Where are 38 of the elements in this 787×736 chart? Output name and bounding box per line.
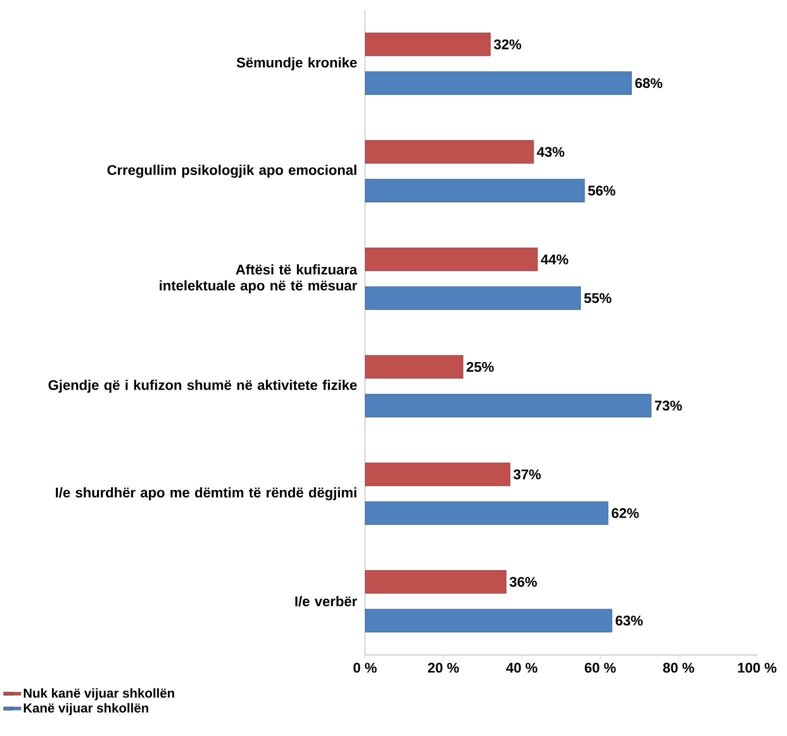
y-tick-label: I/e verbër (295, 596, 358, 606)
x-tick-label: 20 % (428, 662, 459, 673)
bar (365, 394, 652, 418)
bar (365, 140, 534, 164)
bar (365, 286, 581, 310)
data-label: 43% (536, 146, 564, 157)
y-tick-label: Gjendje që i kufizon shumë në aktivitete fizike (48, 380, 357, 393)
data-label: 63% (616, 616, 643, 626)
data-label: 25% (466, 362, 494, 372)
data-label: 56% (588, 186, 616, 196)
data-label: 55% (584, 293, 612, 304)
bar (365, 32, 491, 56)
bar (365, 178, 585, 202)
x-tick-label: 60 % (584, 662, 616, 673)
data-label: 32% (494, 39, 522, 50)
x-tick-label: 100 % (738, 662, 776, 673)
bar (365, 570, 506, 594)
y-tick-label: I/e shurdhër apo me dëmtim të rëndë dëgjimi (56, 487, 356, 500)
x-tick-label: 40 % (506, 662, 538, 673)
data-label: 37% (514, 469, 541, 480)
x-tick-label: 80 % (663, 662, 694, 673)
y-tick-label: Sëmundje kronike (236, 57, 357, 70)
data-label: 36% (510, 576, 537, 587)
y-tick-label: Aftësi të kufizuara intelektuale apo në të mësuar (160, 264, 358, 294)
x-tick-label: 0 % (354, 662, 377, 673)
y-tick-label: Crregullim psikologjik apo emocional (107, 164, 356, 178)
data-label: 62% (612, 508, 639, 518)
data-label: 68% (635, 78, 662, 88)
legend-label: Nuk kanë vijuar shkollën (24, 688, 174, 700)
bar (365, 71, 632, 95)
bar (365, 355, 464, 379)
data-label: 73% (654, 400, 682, 411)
bar (365, 501, 608, 525)
bar (365, 248, 538, 272)
bar (365, 462, 510, 486)
bar (365, 608, 612, 632)
legend-label: Kanë vijuar shkollën (24, 703, 148, 716)
data-label: 44% (540, 254, 568, 264)
